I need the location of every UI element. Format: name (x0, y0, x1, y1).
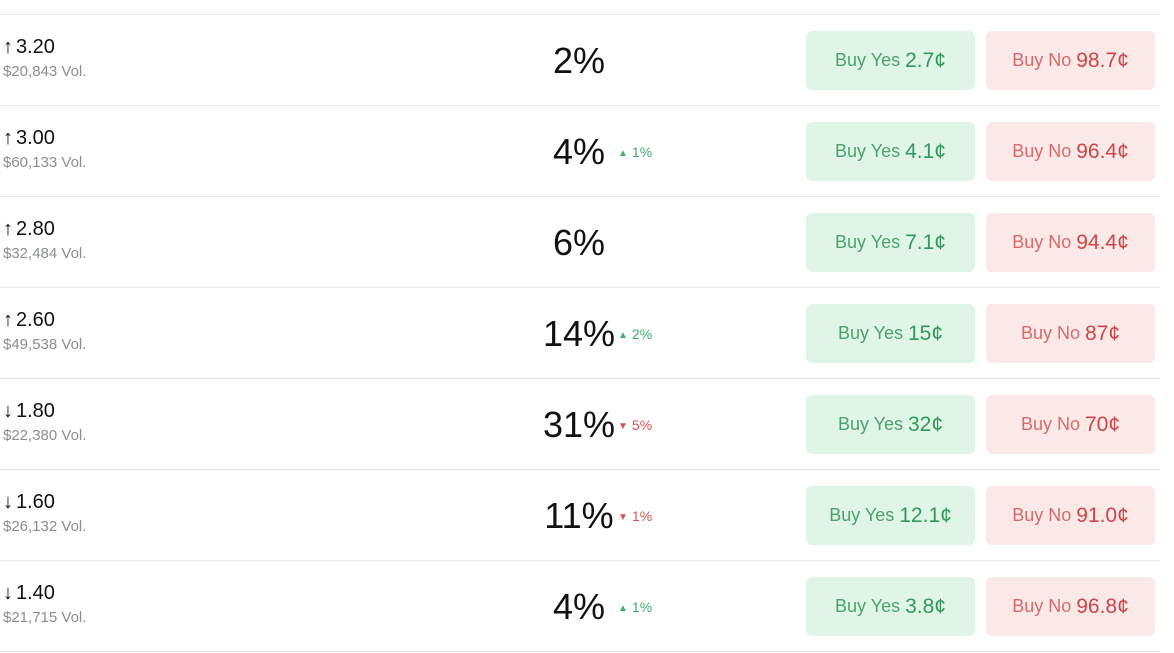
outcome-label: ↑ 3.00 $60,133 Vol. (3, 126, 86, 171)
probability-change: ▼ 1% (618, 508, 653, 524)
outcome-value: 1.40 (16, 582, 55, 604)
outcome-label: ↓ 1.60 $26,132 Vol. (3, 490, 86, 535)
market-list: ↑ 3.20 $20,843 Vol. 2% Buy Yes 2.7¢ Buy No… (0, 14, 1160, 652)
buy-yes-button[interactable]: Buy Yes 7.1¢ (806, 213, 975, 272)
outcome-value: 2.60 (16, 309, 55, 331)
market-row[interactable]: ↓ 1.40 $21,715 Vol. 4% ▲ 1% Buy Yes 3.8¢ Bu… (0, 561, 1160, 652)
outcome-value: 1.80 (16, 400, 55, 422)
probability-change: ▼ 5% (618, 417, 653, 433)
buy-no-button[interactable]: Buy No 98.7¢ (986, 31, 1155, 90)
probability: 6% (552, 222, 606, 263)
buy-yes-button[interactable]: Buy Yes 3.8¢ (806, 577, 975, 636)
direction-arrow-icon: ↑ (3, 309, 13, 331)
probability-change: ▲ 2% (618, 326, 653, 342)
volume: $49,538 Vol. (3, 336, 87, 353)
direction-arrow-icon: ↑ (3, 218, 13, 240)
market-row[interactable]: ↓ 1.80 $22,380 Vol. 31% ▼ 5% Buy Yes 32¢ Bu… (0, 379, 1160, 470)
direction-arrow-icon: ↑ (3, 36, 13, 58)
outcome-label: ↓ 1.80 $22,380 Vol. (3, 399, 86, 444)
outcome-value: 3.00 (16, 127, 55, 149)
volume: $32,484 Vol. (3, 245, 87, 262)
outcome-value: 1.60 (16, 491, 55, 513)
buy-no-button[interactable]: Buy No 96.8¢ (986, 577, 1155, 636)
market-row[interactable]: ↑ 3.00 $60,133 Vol. 4% ▲ 1% Buy Yes 4.1¢ Bu… (0, 106, 1160, 197)
probability: 2% (552, 40, 606, 81)
buy-yes-button[interactable]: Buy Yes 15¢ (806, 304, 975, 363)
outcome-label: ↑ 2.60 $49,538 Vol. (3, 308, 86, 353)
market-row[interactable]: ↓ 1.60 $26,132 Vol. 11% ▼ 1% Buy Yes 12.1¢ … (0, 470, 1160, 561)
buy-yes-button[interactable]: Buy Yes 4.1¢ (806, 122, 975, 181)
probability-change: ▲ 1% (618, 144, 653, 160)
buy-yes-button[interactable]: Buy Yes 2.7¢ (806, 31, 975, 90)
change-triangle-icon: ▲ (618, 148, 628, 159)
volume: $60,133 Vol. (3, 154, 87, 171)
probability: 4% (552, 131, 606, 172)
change-triangle-icon: ▲ (618, 330, 628, 341)
change-triangle-icon: ▲ (618, 603, 628, 614)
market-row[interactable]: ↑ 2.60 $49,538 Vol. 14% ▲ 2% Buy Yes 15¢ Bu… (0, 288, 1160, 379)
probability: 4% (552, 586, 606, 627)
buy-no-button[interactable]: Buy No 94.4¢ (986, 213, 1155, 272)
change-triangle-icon: ▼ (618, 512, 628, 523)
outcome-label: ↓ 1.40 $21,715 Vol. (3, 581, 86, 626)
change-triangle-icon: ▼ (618, 421, 628, 432)
outcome-value: 3.20 (16, 36, 55, 58)
volume: $20,843 Vol. (3, 63, 87, 80)
buy-no-button[interactable]: Buy No 96.4¢ (986, 122, 1155, 181)
direction-arrow-icon: ↓ (3, 491, 13, 513)
probability-change: ▲ 1% (618, 599, 653, 615)
buy-no-button[interactable]: Buy No 91.0¢ (986, 486, 1155, 545)
outcome-value: 2.80 (16, 218, 55, 240)
buy-yes-button[interactable]: Buy Yes 12.1¢ (806, 486, 975, 545)
direction-arrow-icon: ↑ (3, 127, 13, 149)
volume: $21,715 Vol. (3, 609, 87, 626)
volume: $22,380 Vol. (3, 427, 87, 444)
direction-arrow-icon: ↓ (3, 400, 13, 422)
buy-no-button[interactable]: Buy No 70¢ (986, 395, 1155, 454)
probability: 14% (542, 313, 616, 354)
buy-no-button[interactable]: Buy No 87¢ (986, 304, 1155, 363)
market-row[interactable]: ↑ 2.80 $32,484 Vol. 6% Buy Yes 7.1¢ Buy No… (0, 197, 1160, 288)
market-row[interactable]: ↑ 3.20 $20,843 Vol. 2% Buy Yes 2.7¢ Buy No… (0, 15, 1160, 106)
outcome-label: ↑ 3.20 $20,843 Vol. (3, 35, 86, 80)
probability: 11% (544, 495, 614, 536)
volume: $26,132 Vol. (3, 518, 87, 535)
outcome-label: ↑ 2.80 $32,484 Vol. (3, 217, 86, 262)
direction-arrow-icon: ↓ (3, 582, 13, 604)
probability: 31% (542, 404, 616, 445)
buy-yes-button[interactable]: Buy Yes 32¢ (806, 395, 975, 454)
